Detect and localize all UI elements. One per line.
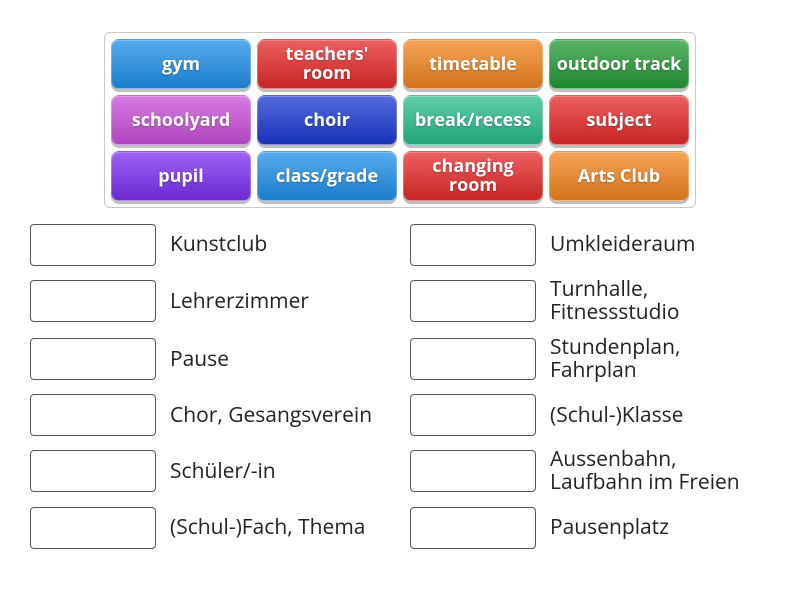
answer-grid: Kunstclub Umkleideraum Lehrerzimmer Turnhal… <box>30 224 770 549</box>
answer-row: Stundenplan, Fahrplan <box>410 336 770 382</box>
answer-label: Stundenplan, Fahrplan <box>550 336 770 382</box>
answer-label: Kunstclub <box>170 233 267 256</box>
answer-row: Pause <box>30 336 390 382</box>
answer-label: Lehrerzimmer <box>170 290 309 313</box>
answer-slot[interactable] <box>410 507 536 549</box>
answer-slot[interactable] <box>30 224 156 266</box>
answer-row: Chor, Gesangsverein <box>30 394 390 436</box>
answer-slot[interactable] <box>410 224 536 266</box>
answer-label: Pausenplatz <box>550 516 669 539</box>
tile-arts-club[interactable]: Arts Club <box>549 151 689 201</box>
tile-teachers-room[interactable]: teachers' room <box>257 39 397 89</box>
answer-row: Kunstclub <box>30 224 390 266</box>
answer-slot[interactable] <box>30 338 156 380</box>
answer-row: Turnhalle, Fitnessstudio <box>410 278 770 324</box>
answer-slot[interactable] <box>410 338 536 380</box>
answer-label: Aussenbahn, Laufbahn im Freien <box>550 448 770 494</box>
tile-outdoor-track[interactable]: outdoor track <box>549 39 689 89</box>
answer-row: Lehrerzimmer <box>30 278 390 324</box>
answer-row: Aussenbahn, Laufbahn im Freien <box>410 448 770 494</box>
answer-slot[interactable] <box>410 394 536 436</box>
answer-label: (Schul-)Fach, Thema <box>170 516 365 539</box>
answer-slot[interactable] <box>30 394 156 436</box>
answer-slot[interactable] <box>30 507 156 549</box>
answer-row: Umkleideraum <box>410 224 770 266</box>
answer-slot[interactable] <box>30 450 156 492</box>
answer-label: Schüler/-in <box>170 460 276 483</box>
answer-slot[interactable] <box>30 280 156 322</box>
tile-pupil[interactable]: pupil <box>111 151 251 201</box>
tile-tray: gymteachers' roomtimetableoutdoor track s… <box>104 32 696 208</box>
tile-timetable[interactable]: timetable <box>403 39 543 89</box>
tile-break-recess[interactable]: break/recess <box>403 95 543 145</box>
answer-row: (Schul-)Fach, Thema <box>30 507 390 549</box>
tile-choir[interactable]: choir <box>257 95 397 145</box>
tile-subject[interactable]: subject <box>549 95 689 145</box>
answer-label: Turnhalle, Fitnessstudio <box>550 278 770 324</box>
tile-changing-room[interactable]: changing room <box>403 151 543 201</box>
answer-label: Chor, Gesangsverein <box>170 404 372 427</box>
answer-label: Pause <box>170 348 229 371</box>
answer-label: Umkleideraum <box>550 233 695 256</box>
tile-gym[interactable]: gym <box>111 39 251 89</box>
answer-slot[interactable] <box>410 280 536 322</box>
answer-slot[interactable] <box>410 450 536 492</box>
answer-row: Pausenplatz <box>410 507 770 549</box>
tile-schoolyard[interactable]: schoolyard <box>111 95 251 145</box>
answer-row: Schüler/-in <box>30 448 390 494</box>
answer-row: (Schul-)Klasse <box>410 394 770 436</box>
answer-label: (Schul-)Klasse <box>550 404 683 427</box>
tile-class-grade[interactable]: class/grade <box>257 151 397 201</box>
